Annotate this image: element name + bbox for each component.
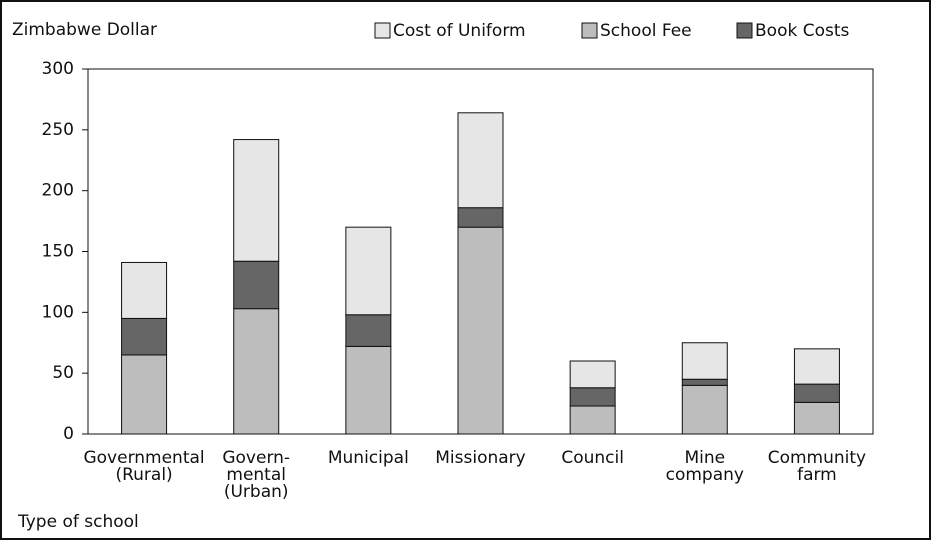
bar-segment: [121, 261, 168, 319]
y-tick-label: 50: [52, 363, 74, 383]
y-tick-label: 300: [42, 59, 74, 79]
bar-segment: [569, 387, 616, 407]
bar-segment: [681, 378, 728, 386]
bar-segment: [233, 308, 280, 435]
legend-label: Book Costs: [755, 21, 850, 41]
y-axis-label: Zimbabwe Dollar: [12, 20, 157, 40]
bar-segment: [345, 226, 392, 316]
bar-segment: [681, 342, 728, 380]
bar-segment: [345, 345, 392, 435]
bar-segment: [233, 260, 280, 310]
x-tick-label: Govern- mental (Urban): [222, 448, 291, 502]
x-tick-label: Community farm: [767, 448, 867, 485]
bar-segment: [793, 348, 840, 385]
x-tick-label: Mine company: [665, 448, 744, 485]
bar-segment: [457, 207, 504, 228]
bar-segment: [121, 354, 168, 435]
legend-label: School Fee: [600, 21, 692, 41]
bar-segment: [569, 405, 616, 435]
legend-label: Cost of Uniform: [393, 21, 526, 41]
bar-segment: [681, 384, 728, 435]
bar-segment: [233, 139, 280, 262]
x-tick-label: Council: [561, 448, 624, 468]
bar-segment: [457, 226, 504, 435]
y-tick-label: 200: [42, 181, 74, 201]
bar-segment: [457, 112, 504, 209]
bar-segment: [121, 317, 168, 356]
x-tick-label: Governmental (Rural): [83, 448, 205, 485]
legend-swatch: [581, 22, 598, 39]
bar-segment: [345, 314, 392, 347]
y-tick-label: 100: [42, 302, 74, 322]
bar-segment: [793, 383, 840, 403]
legend-swatch: [736, 22, 753, 39]
x-tick-label: Municipal: [327, 448, 409, 468]
bar-segment: [793, 401, 840, 435]
y-tick-label: 150: [42, 242, 74, 262]
bar-segment: [569, 360, 616, 389]
x-tick-label: Missionary: [435, 448, 526, 468]
x-axis-label: Type of school: [17, 512, 139, 532]
y-tick-label: 250: [42, 120, 74, 140]
legend-swatch: [374, 22, 391, 39]
y-tick-label: 0: [63, 424, 74, 444]
